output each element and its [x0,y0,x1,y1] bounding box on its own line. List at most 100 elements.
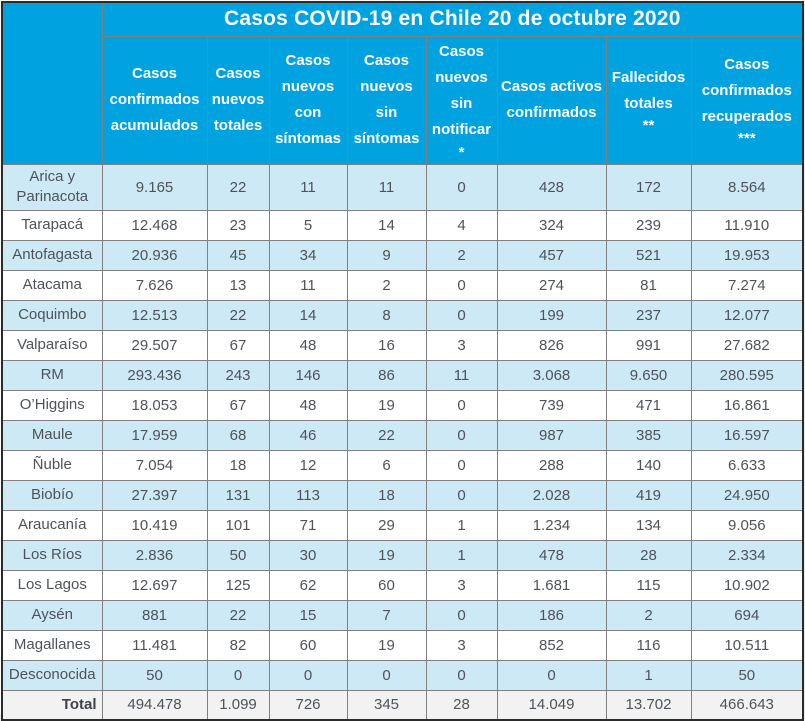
value-cell: 0 [425,389,498,421]
value-cell: 71 [268,509,348,541]
column-header-note: *** [738,130,756,148]
value-cell: 81 [605,269,692,301]
value-cell: 29 [346,509,427,541]
table-row: Maule 17.959 68 46 22 0 987 385 16.597 [1,419,804,451]
value-cell: 419 [605,479,692,511]
value-cell: 385 [605,419,692,451]
title-row: Casos COVID-19 en Chile 20 de octubre 20… [1,1,804,165]
value-cell: 14.049 [496,689,607,721]
table-header: Casos COVID-19 en Chile 20 de octubre 20… [1,1,804,165]
column-header-label: Casos nuevos sin síntomas [353,51,420,148]
value-cell: 237 [605,299,692,331]
value-cell: 274 [496,269,607,301]
value-cell: 2 [605,599,692,631]
value-cell: 82 [206,629,270,661]
region-name-cell: Tarapacá [1,209,103,241]
value-cell: 466.643 [690,689,804,721]
region-name-cell: Araucanía [1,509,103,541]
value-cell: 0 [425,479,498,511]
value-cell: 1 [425,509,498,541]
value-cell: 7 [346,599,427,631]
region-name-cell: Magallanes [1,629,103,661]
value-cell: 50 [690,659,804,691]
value-cell: 2.334 [690,539,804,571]
value-cell: 10.419 [101,509,208,541]
region-name-cell: Antofagasta [1,239,103,271]
column-header-nuevos-totales: Casos nuevos totales [206,35,270,165]
value-cell: 48 [268,389,348,421]
column-header-label: Casos nuevos totales [211,64,265,135]
column-header-row: Casos confirmados acumulados Casos nuevo… [2,35,804,165]
value-cell: 471 [605,389,692,421]
value-cell: 826 [496,329,607,361]
value-cell: 0 [425,449,498,481]
table-row: Atacama 7.626 13 11 2 0 274 81 7.274 [1,269,804,301]
value-cell: 62 [268,569,348,601]
value-cell: 11 [268,163,348,211]
value-cell: 6.633 [690,449,804,481]
value-cell: 67 [206,329,270,361]
value-cell: 3 [425,569,498,601]
value-cell: 27.397 [101,479,208,511]
region-name-cell: Atacama [1,269,103,301]
column-header-label: Casos nuevos sin notificar [431,42,492,139]
value-cell: 6 [346,449,427,481]
total-row: Total 494.478 1.099 726 345 28 14.049 13.702 466… [1,689,804,721]
region-name-cell: Maule [1,419,103,451]
value-cell: 29.507 [101,329,208,361]
value-cell: 50 [101,659,208,691]
region-name-cell: Los Lagos [1,569,103,601]
value-cell: 3 [425,329,498,361]
value-cell: 20.936 [101,239,208,271]
region-name-cell: O’Higgins [1,389,103,421]
value-cell: 1.681 [496,569,607,601]
value-cell: 68 [206,419,270,451]
value-cell: 101 [206,509,270,541]
value-cell: 16 [346,329,427,361]
value-cell: 18 [346,479,427,511]
value-cell: 0 [425,163,498,211]
value-cell: 478 [496,539,607,571]
column-header-nuevos-con-sintomas: Casos nuevos con síntomas [268,35,348,165]
value-cell: 199 [496,299,607,331]
value-cell: 15 [268,599,348,631]
value-cell: 10.511 [690,629,804,661]
column-header-confirmados-acumulados: Casos confirmados acumulados [101,35,208,165]
column-header-label: Casos nuevos con síntomas [275,51,341,148]
value-cell: 115 [605,569,692,601]
table-row: Ñuble 7.054 18 12 6 0 288 140 6.633 [1,449,804,481]
column-header-note: ** [642,117,655,135]
value-cell: 726 [268,689,348,721]
value-cell: 7.626 [101,269,208,301]
table-row: Aysén 881 22 15 7 0 186 2 694 [1,599,804,631]
value-cell: 30 [268,539,348,571]
column-header-label: Fallecidos totales [611,68,686,112]
value-cell: 2 [346,269,427,301]
value-cell: 991 [605,329,692,361]
value-cell: 131 [206,479,270,511]
value-cell: 494.478 [101,689,208,721]
value-cell: 243 [206,359,270,391]
table-row: Los Lagos 12.697 125 62 60 3 1.681 115 10.902 [1,569,804,601]
value-cell: 280.595 [690,359,804,391]
value-cell: 113 [268,479,348,511]
value-cell: 0 [346,659,427,691]
value-cell: 288 [496,449,607,481]
value-cell: 3.068 [496,359,607,391]
column-header-activos-confirmados: Casos activos confirmados [496,35,607,165]
value-cell: 27.682 [690,329,804,361]
value-cell: 428 [496,163,607,211]
value-cell: 172 [605,163,692,211]
table-row: O’Higgins 18.053 67 48 19 0 739 471 16.861 [1,389,804,421]
value-cell: 0 [268,659,348,691]
table-row: Desconocida 50 0 0 0 0 0 1 50 [1,659,804,691]
value-cell: 11 [268,269,348,301]
table-body: Arica y Parinacota 9.165 22 11 11 0 428 172 8.56… [1,163,804,721]
table-row: Coquimbo 12.513 22 14 8 0 199 237 12.077 [1,299,804,331]
column-header-confirmados-recuperados: Casos confirmados recuperados *** [690,35,804,165]
value-cell: 13 [206,269,270,301]
value-cell: 22 [346,419,427,451]
column-header-note: * [458,143,465,161]
value-cell: 16.861 [690,389,804,421]
